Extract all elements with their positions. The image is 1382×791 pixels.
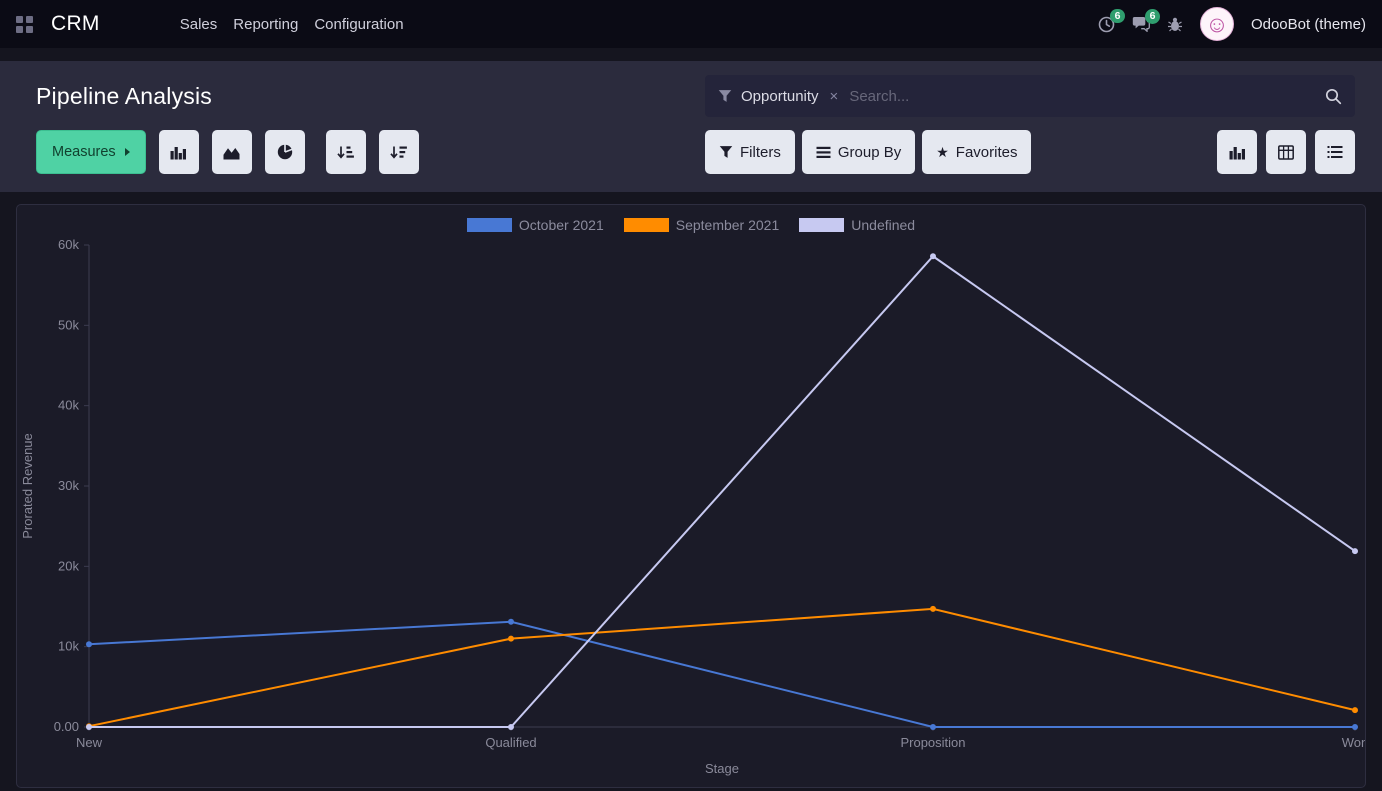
legend-label: October 2021 [518, 217, 604, 233]
y-tick-label: 40k [58, 398, 79, 413]
apps-menu-icon[interactable] [16, 15, 33, 33]
legend-item[interactable]: Undefined [799, 217, 915, 233]
app-name[interactable]: CRM [51, 12, 100, 35]
messages-button[interactable]: 6 [1132, 9, 1160, 32]
x-axis-title: Stage [705, 761, 739, 776]
smiley-icon: ☺ [1205, 10, 1229, 37]
legend-label: Undefined [851, 217, 916, 233]
navbar-systray: 6 6 ☺ OdooBot (theme) [1098, 7, 1366, 41]
legend-label: September 2021 [675, 217, 780, 233]
data-point-october-2021 [930, 724, 936, 730]
y-tick-label: 0.00 [54, 719, 79, 734]
pivot-view-button[interactable] [1266, 130, 1306, 174]
data-point-september-2021 [1352, 707, 1358, 714]
favorites-button[interactable]: ★ Favorites [922, 130, 1032, 174]
group-by-button[interactable]: Group By [801, 130, 916, 174]
filters-button[interactable]: Filters [705, 130, 795, 174]
bar-chart-icon [170, 146, 187, 159]
star-icon: ★ [936, 144, 949, 160]
search-bar[interactable]: Opportunity × [705, 75, 1355, 117]
list-view-icon [1327, 146, 1343, 158]
legend-item[interactable]: September 2021 [623, 217, 780, 233]
menu-sales[interactable]: Sales [179, 15, 218, 33]
legend-swatch [799, 218, 845, 232]
bar-chart-button[interactable] [158, 130, 199, 174]
favorites-label: Favorites [955, 143, 1018, 161]
data-point-october-2021 [508, 618, 514, 625]
data-point-undefined [1352, 548, 1358, 555]
sort-descending-icon [390, 146, 408, 159]
group-by-icon [816, 146, 831, 158]
data-point-september-2021 [930, 605, 936, 612]
top-navbar: CRM Sales Reporting Configuration 6 6 ☺ … [0, 0, 1382, 48]
data-point-september-2021 [508, 635, 514, 642]
search-facet[interactable]: Opportunity [741, 87, 819, 105]
sort-ascending-button[interactable] [325, 130, 366, 174]
series-line-undefined [89, 254, 1356, 728]
clock-icon [1098, 16, 1115, 32]
series-line-october-2021 [88, 620, 1355, 728]
messages-badge: 6 [1145, 9, 1160, 24]
chart-card: October 2021 September 2021 Undefined 0.00… [16, 204, 1366, 788]
list-view-button[interactable] [1315, 130, 1355, 174]
pipeline-line-chart: 0.00 10k 20k 30k 40k 50k 60k New Qualified Propos… [20, 237, 1365, 776]
y-tick-label: 10k [58, 639, 79, 654]
chart-legend: October 2021 September 2021 Undefined [17, 217, 1365, 233]
filter-icon [719, 146, 733, 158]
graph-view-button[interactable] [1217, 130, 1257, 174]
control-panel: Pipeline Analysis Opportunity × Measures [0, 61, 1382, 192]
data-point-undefined [930, 253, 936, 260]
y-tick-label: 60k [58, 237, 79, 252]
y-tick-label: 50k [58, 317, 79, 332]
search-input[interactable] [849, 87, 1316, 105]
area-chart-icon [223, 147, 240, 159]
search-options: Filters Group By ★ Favorites [705, 130, 1032, 174]
x-tick-label: New [76, 735, 103, 750]
sort-descending-button[interactable] [378, 130, 419, 174]
series-line-september-2021 [88, 607, 1356, 728]
data-point-undefined [86, 724, 92, 730]
measures-button[interactable]: Measures [36, 130, 146, 174]
facet-close-icon[interactable]: × [829, 87, 839, 105]
y-tick-label: 30k [58, 478, 79, 493]
activities-button[interactable]: 6 [1098, 8, 1125, 33]
filters-label: Filters [740, 143, 781, 161]
data-point-undefined [508, 724, 514, 730]
graph-view-icon [1229, 146, 1245, 159]
menu-configuration[interactable]: Configuration [314, 15, 404, 33]
bug-icon [1167, 17, 1182, 31]
search-icon[interactable] [1325, 88, 1342, 105]
activities-badge: 6 [1110, 8, 1125, 23]
menu-reporting[interactable]: Reporting [233, 15, 299, 33]
y-axis-title: Prorated Revenue [20, 433, 35, 539]
facet-filter-icon [718, 89, 732, 103]
pie-chart-icon [277, 144, 292, 160]
view-toolbar: Measures [36, 130, 419, 174]
sort-ascending-icon [337, 146, 355, 159]
legend-item[interactable]: October 2021 [466, 217, 604, 233]
x-tick-label: Won [1342, 735, 1365, 750]
x-tick-label: Proposition [900, 735, 965, 750]
pie-chart-button[interactable] [264, 130, 305, 174]
measures-label: Measures [52, 144, 116, 160]
data-point-october-2021 [86, 641, 92, 648]
user-menu[interactable]: OdooBot (theme) [1250, 15, 1366, 33]
group-by-label: Group By [837, 143, 902, 161]
view-switcher [1217, 130, 1355, 174]
data-point-october-2021 [1352, 724, 1358, 730]
debug-button[interactable] [1167, 16, 1183, 33]
x-tick-label: Qualified [485, 735, 536, 750]
pivot-view-icon [1278, 144, 1294, 160]
main-menu: Sales Reporting Configuration [180, 16, 404, 33]
legend-swatch [623, 218, 669, 232]
avatar[interactable]: ☺ [1199, 7, 1234, 41]
legend-swatch [466, 218, 512, 232]
line-chart-button[interactable] [211, 130, 252, 174]
y-tick-label: 20k [58, 558, 79, 573]
caret-right-icon [124, 148, 130, 156]
page-title: Pipeline Analysis [36, 82, 213, 109]
